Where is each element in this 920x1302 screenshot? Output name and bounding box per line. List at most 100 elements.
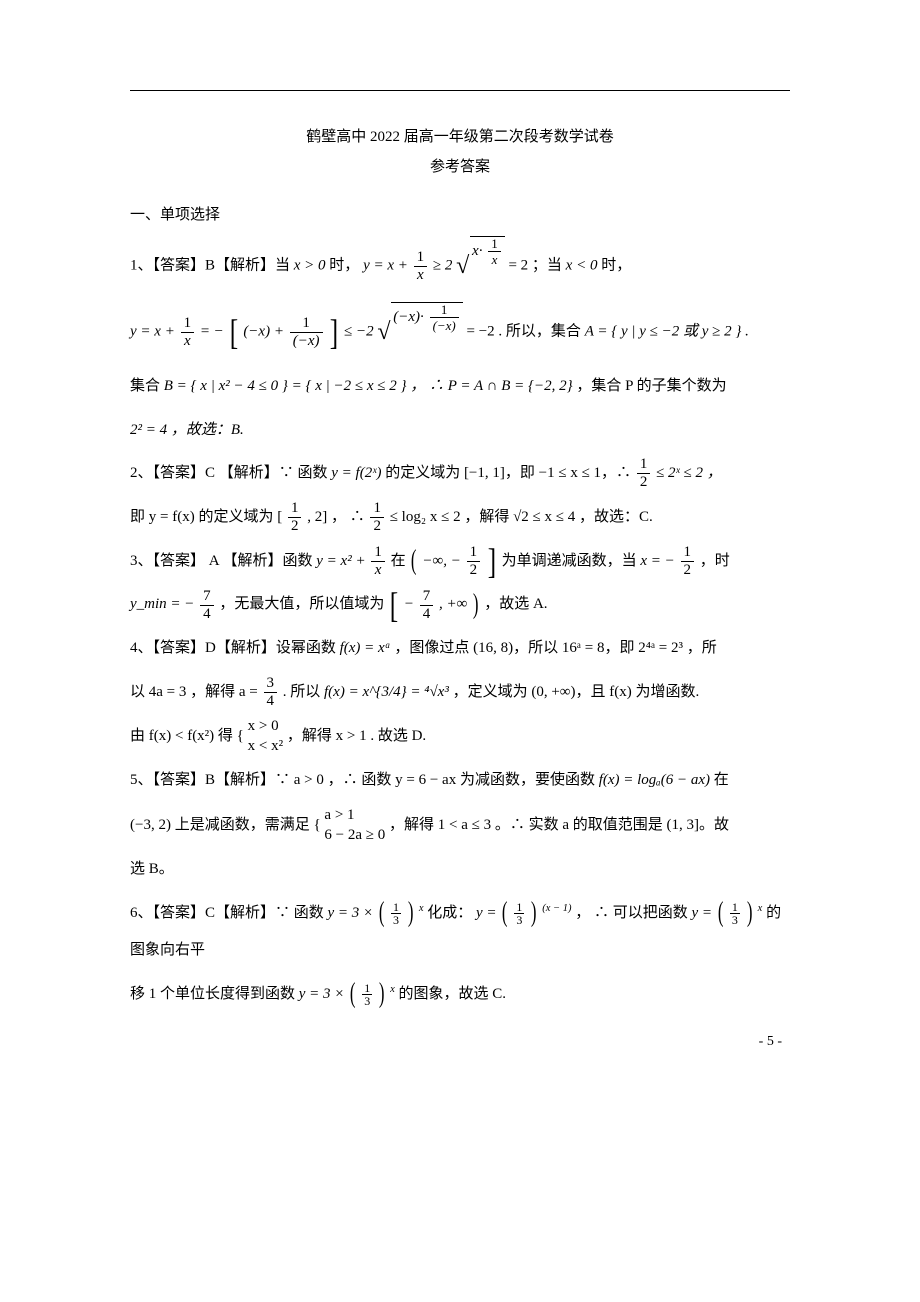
exponent: x (758, 903, 763, 914)
bracket-inner-1: (−x) + (243, 323, 287, 339)
left-paren-icon: ( (718, 902, 724, 924)
q6-y3: y = ( 1 3 ) x (691, 895, 762, 933)
q1-l2-frac: 1 x (181, 316, 195, 349)
exponent: x (419, 903, 424, 914)
subset-count-value: 2² = 4 ，故选：B. (130, 422, 244, 438)
q5-text: 在 (714, 772, 729, 788)
left-paren-icon: ( (350, 983, 356, 1005)
q3-ymin: y_min = − (130, 596, 194, 612)
q3-conclusion: ，故选 A. (484, 596, 547, 612)
fraction-denominator: 2 (467, 562, 481, 578)
fraction-numerator: 1 (371, 545, 385, 562)
q1-l2-sqrt: √ (−x)· 1 (−x) (377, 302, 462, 362)
q4-l2-d: ，定义域为 (0, +∞)，且 f(x) 为增函数. (453, 684, 700, 700)
fraction-denominator: (−x) (290, 333, 323, 349)
q6-y1: y = 3 × ( 1 3 ) x (328, 895, 424, 933)
q6-l2-a: 移 1 个单位长度得到函数 (130, 986, 299, 1002)
q1-line2: y = x + 1 x = − [ (−x) + 1 (−x) ] ≤ −2 √… (130, 302, 790, 362)
q4-l3-b: ，解得 x > 1 . 故选 D. (287, 728, 426, 744)
q5-line2: (−3, 2) 上是减函数，需满足 { a > 1 6 − 2a ≥ 0 ，解得… (130, 806, 790, 845)
q4-line1: 4、【答案】D【解析】设幂函数 f(x) = xᵃ ，图像过点 (16, 8)，… (130, 630, 790, 668)
q5-system: a > 1 6 − 2a ≥ 0 (324, 806, 385, 845)
q6-y2: y = ( 1 3 ) (x − 1) (476, 895, 571, 933)
sys-line-2: 6 − 2a ≥ 0 (324, 826, 385, 846)
q3-label: 3、【答案】 A 【解析】函数 (130, 553, 316, 569)
q2-frac: 1 2 (637, 457, 651, 490)
fraction-numerator: 7 (200, 589, 214, 606)
q4-text: ，图像过点 (16, 8)，所以 16ᵃ = 8，即 2⁴ᵃ = 2³ ，所 (394, 640, 716, 656)
q6-line1: 6、【答案】C【解析】∵ 函数 y = 3 × ( 1 3 ) x 化成： y … (130, 895, 790, 970)
sqrt-inner: x· (472, 243, 482, 259)
q4-l3-a: 由 f(x) < f(x²) 得 { (130, 728, 248, 744)
q3-nomax: ，无最大值，所以值域为 (219, 596, 388, 612)
q4-fn-result: f(x) = x^{3/4} = ⁴√x³ (324, 684, 449, 700)
fraction-denominator: 2 (370, 518, 384, 534)
section-heading: 一、单项选择 (130, 203, 790, 224)
q3-range-frac: 7 4 (420, 589, 434, 622)
eq-neg: = − (200, 323, 224, 339)
fraction-numerator: 1 (681, 545, 695, 562)
left-paren-icon: ( (502, 902, 508, 924)
left-paren-icon: ( (411, 550, 417, 572)
q2-l2-frac1: 1 2 (288, 501, 302, 534)
q4-frac: 3 4 (264, 676, 278, 709)
radical-icon: √ (377, 319, 390, 345)
q3-int-frac: 1 2 (467, 545, 481, 578)
subset-count-text: ，集合 P 的子集个数为 (576, 378, 726, 394)
q1-expr-xlt0: x < 0 (566, 257, 598, 273)
q6-label: 6、【答案】C【解析】∵ 函数 (130, 905, 328, 921)
q6-y1-frac: 1 3 (391, 901, 401, 926)
q1-geq: ≥ 2 (433, 257, 452, 273)
q2-label: 2、【答案】C 【解析】∵ 函数 (130, 465, 331, 481)
q6-mid2: ， ∴ 可以把函数 (575, 905, 691, 921)
q1-l2-y: y = x + (130, 323, 179, 339)
fraction-numerator: 1 (637, 457, 651, 474)
fraction-numerator: 7 (420, 589, 434, 606)
q1-expr-y: y = x + (363, 257, 408, 273)
q5-label: 5、【答案】B【解析】∵ a > 0 ，∴ 函数 y = 6 − ax 为减函数… (130, 772, 599, 788)
fraction-numerator: 1 (288, 501, 302, 518)
q5-line1: 5、【答案】B【解析】∵ a > 0 ，∴ 函数 y = 6 − ax 为减函数… (130, 762, 790, 800)
q6-y1-a: y = 3 × (328, 905, 377, 921)
sys-line-2: x < x² (248, 737, 283, 757)
fraction-denominator: 4 (264, 693, 278, 709)
q3-frac2: 1 2 (681, 545, 695, 578)
q5-choose: 选 B。 (130, 861, 174, 877)
right-paren-icon: ) (473, 594, 479, 616)
fraction-denominator: 3 (730, 914, 740, 926)
q1-line1: 1、【答案】B【解析】当 x > 0 时， y = x + 1 x ≥ 2 √ … (130, 236, 790, 296)
set-P: ， ∴ P = A ∩ B = {−2, 2} (410, 378, 572, 394)
q5-l2-a: (−3, 2) 上是减函数，需满足 { (130, 817, 324, 833)
q3-range-b: , +∞ (439, 596, 467, 612)
sqrt-inner-frac: 1 x (488, 237, 501, 266)
q1-text-eq2: = 2 ；当 (508, 257, 565, 273)
fraction-numerator: 1 (467, 545, 481, 562)
fraction-denominator: 3 (391, 914, 401, 926)
fraction-numerator: 1 (290, 316, 323, 333)
q3-range-a: − (404, 596, 414, 612)
leq-neg2: ≤ −2 (344, 323, 374, 339)
sys-line-1: x > 0 (248, 717, 283, 737)
left-bracket-icon: [ (229, 318, 237, 347)
fraction-numerator: 1 (488, 237, 501, 252)
q6-y4-frac: 1 3 (362, 982, 372, 1007)
q2-l2-frac2: 1 2 (370, 501, 384, 534)
q3-line1: 3、【答案】 A 【解析】函数 y = x² + 1 x 在 ( −∞, − 1… (130, 543, 790, 581)
q4-system: x > 0 x < x² (248, 717, 283, 756)
right-bracket-icon: ] (488, 547, 496, 576)
fraction-denominator: 2 (637, 474, 651, 490)
q5-fn: f(x) = logₐ(6 − ax) (599, 773, 710, 789)
fraction-denominator: (−x) (430, 318, 459, 332)
q2-fn: y = f(2ˣ) (331, 465, 381, 481)
fraction-denominator: 2 (288, 518, 302, 534)
set-label: 集合 (130, 378, 164, 394)
exam-subtitle: 参考答案 (130, 155, 790, 179)
right-paren-icon: ) (531, 902, 537, 924)
left-bracket-icon: [ (390, 591, 398, 620)
q1-sqrt: √ x· 1 x (456, 236, 505, 296)
q3-text-in: 在 (391, 553, 410, 569)
q3-interval-a: −∞, − (422, 553, 460, 569)
set-B: B = { x | x² − 4 ≤ 0 } = { x | −2 ≤ x ≤ … (164, 378, 407, 394)
right-paren-icon: ) (379, 983, 385, 1005)
q5-line3: 选 B。 (130, 851, 790, 889)
